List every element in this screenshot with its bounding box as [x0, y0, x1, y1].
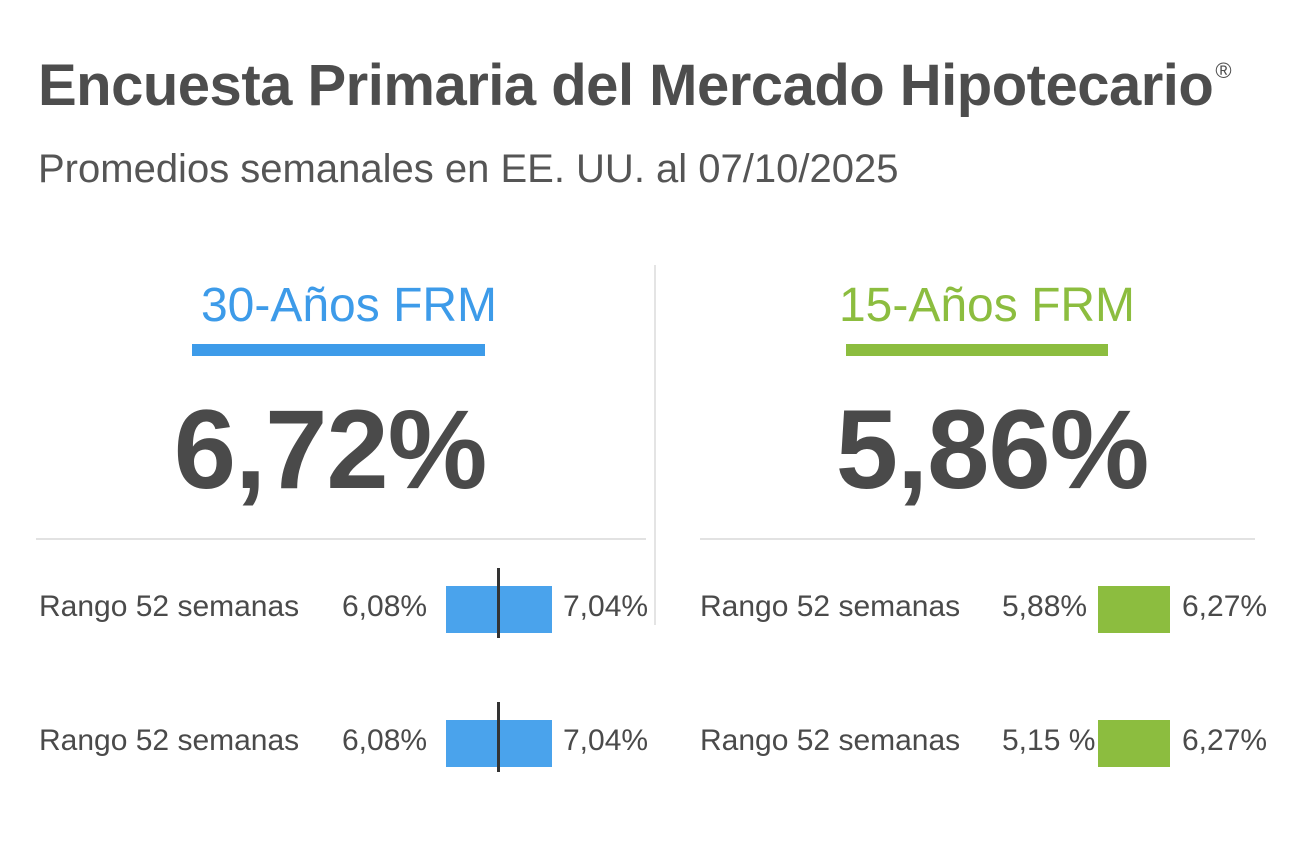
- range-low-value: 6,08%: [342, 590, 428, 623]
- range-high-value: 6,27%: [1182, 590, 1268, 623]
- range-row-30-year-2: Rango 52 semanas 6,08% 7,04%: [39, 702, 679, 772]
- horizontal-divider-15-year: [700, 538, 1255, 540]
- range-bar-15-year-2: [1098, 720, 1170, 767]
- range-high-value: 7,04%: [563, 590, 649, 623]
- range-low-value: 5,15 %: [1002, 724, 1096, 757]
- registered-mark: ®: [1215, 58, 1232, 83]
- page-subtitle: Promedios semanales en EE. UU. al 07/10/…: [38, 147, 899, 191]
- range-row-30-year-1: Rango 52 semanas 6,08% 7,04%: [39, 568, 679, 638]
- rate-30-year: 6,72%: [173, 387, 488, 512]
- range-low-value: 6,08%: [342, 724, 428, 757]
- panel-title-30-year: 30-Años FRM: [200, 279, 498, 332]
- current-rate-marker: [497, 568, 500, 638]
- rate-15-year: 5,86%: [835, 387, 1150, 512]
- range-label: Rango 52 semanas: [700, 724, 961, 757]
- panel-underline-15-year: [846, 344, 1108, 356]
- range-row-15-year-1: Rango 52 semanas 5,88% 6,27%: [700, 578, 1292, 638]
- page-title-text: Encuesta Primaria del Mercado Hipotecari…: [38, 53, 1214, 118]
- range-row-15-year-2: Rango 52 semanas 5,15 % 6,27%: [700, 712, 1292, 772]
- panel-underline-30-year: [192, 344, 485, 356]
- range-low-value: 5,88%: [1002, 590, 1088, 623]
- range-bar-15-year-1: [1098, 586, 1170, 633]
- range-high-value: 7,04%: [563, 724, 649, 757]
- range-high-value: 6,27%: [1182, 724, 1268, 757]
- panel-title-15-year: 15-Años FRM: [838, 279, 1136, 332]
- current-rate-marker: [497, 702, 500, 772]
- range-label: Rango 52 semanas: [700, 590, 961, 623]
- range-label: Rango 52 semanas: [39, 590, 300, 623]
- range-label: Rango 52 semanas: [39, 724, 300, 757]
- page-title: Encuesta Primaria del Mercado Hipotecari…: [38, 52, 1232, 119]
- vertical-divider: [654, 265, 656, 625]
- horizontal-divider-30-year: [36, 538, 646, 540]
